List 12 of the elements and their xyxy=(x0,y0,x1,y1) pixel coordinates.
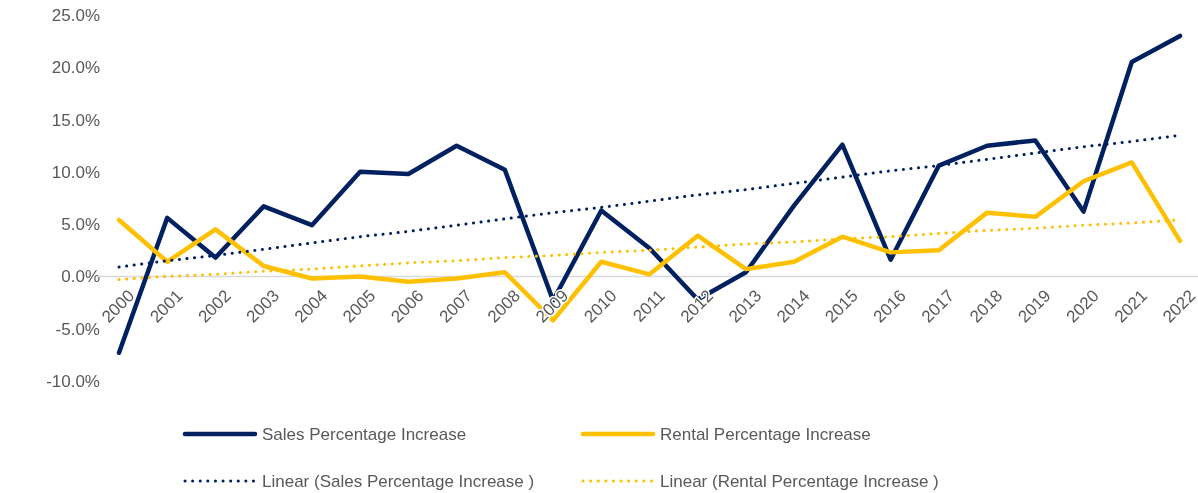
legend-label: Linear (Rental Percentage Increase ) xyxy=(660,471,939,491)
y-tick-label: 15.0% xyxy=(51,110,100,130)
y-tick-label: 10.0% xyxy=(51,162,100,182)
y-tick-label: -5.0% xyxy=(55,319,100,339)
legend-label: Linear (Sales Percentage Increase ) xyxy=(262,471,535,491)
y-tick-label: 5.0% xyxy=(61,215,100,235)
y-tick-label: 20.0% xyxy=(51,58,100,78)
y-tick-label: -10.0% xyxy=(46,371,100,391)
y-tick-label: 0.0% xyxy=(61,267,100,287)
legend-label: Rental Percentage Increase xyxy=(660,424,871,444)
legend-label: Sales Percentage Increase xyxy=(262,424,467,444)
y-tick-label: 25.0% xyxy=(51,5,100,25)
